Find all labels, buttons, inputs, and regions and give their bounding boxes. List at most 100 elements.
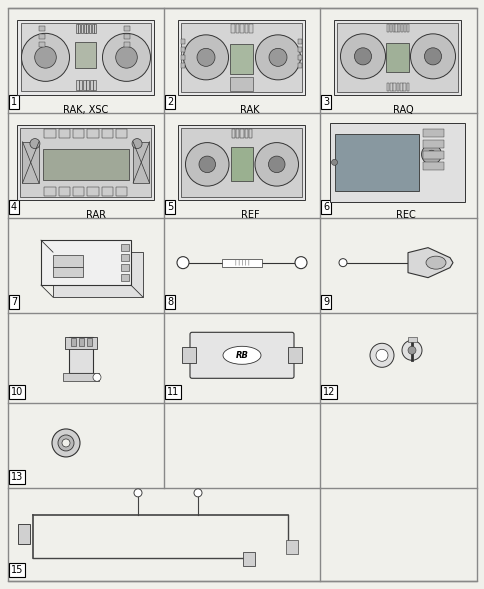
Circle shape	[21, 34, 69, 81]
Bar	[121, 264, 129, 271]
Text: 13: 13	[11, 472, 23, 482]
Bar	[93, 80, 96, 91]
Circle shape	[338, 259, 346, 267]
Bar	[231, 129, 234, 138]
Bar	[287, 348, 302, 363]
Circle shape	[197, 48, 214, 67]
Bar	[337, 23, 457, 92]
Polygon shape	[407, 247, 452, 277]
Circle shape	[35, 47, 56, 68]
Text: 8: 8	[166, 297, 173, 307]
Ellipse shape	[223, 346, 260, 365]
Bar	[78, 24, 80, 33]
Bar	[53, 254, 83, 267]
Text: 4: 4	[11, 202, 17, 212]
Bar	[76, 42, 96, 68]
Bar	[335, 134, 418, 191]
Bar	[18, 524, 30, 544]
Bar	[76, 24, 78, 33]
Bar	[116, 187, 127, 196]
Bar	[86, 24, 88, 33]
Circle shape	[177, 257, 189, 269]
Bar	[21, 24, 151, 91]
Text: REC: REC	[395, 210, 415, 220]
Bar	[59, 129, 70, 138]
Bar	[121, 254, 129, 261]
Bar	[43, 148, 129, 180]
Bar	[41, 240, 131, 285]
Circle shape	[30, 138, 40, 148]
Circle shape	[116, 47, 137, 68]
Bar	[222, 259, 261, 267]
Bar	[91, 24, 93, 33]
Circle shape	[407, 346, 415, 355]
Bar	[389, 24, 391, 32]
Circle shape	[183, 35, 228, 80]
Circle shape	[269, 48, 287, 67]
Bar	[39, 42, 45, 47]
Bar	[286, 540, 297, 554]
Text: RAK: RAK	[240, 105, 259, 115]
Bar	[71, 338, 76, 346]
Bar	[39, 34, 45, 39]
Text: 1: 1	[11, 97, 17, 107]
Bar	[298, 62, 302, 68]
Bar	[121, 244, 129, 251]
Text: RAK, XSC: RAK, XSC	[63, 105, 108, 115]
Circle shape	[185, 143, 228, 186]
Bar	[397, 24, 400, 32]
Bar	[133, 142, 149, 183]
Bar	[244, 129, 247, 138]
Ellipse shape	[425, 256, 445, 269]
Bar	[89, 24, 91, 33]
Bar	[17, 125, 154, 200]
Bar	[230, 147, 253, 181]
Circle shape	[424, 48, 440, 65]
Bar	[81, 24, 83, 33]
Bar	[53, 252, 143, 297]
Circle shape	[62, 439, 70, 447]
Bar	[116, 129, 127, 138]
Circle shape	[58, 435, 74, 451]
Bar	[73, 187, 84, 196]
Bar	[240, 129, 243, 138]
Text: RAQ: RAQ	[392, 105, 412, 115]
Text: | | | | |: | | | | |	[234, 260, 249, 266]
Bar	[63, 373, 99, 381]
Bar	[386, 43, 408, 72]
Bar	[394, 24, 397, 32]
Circle shape	[255, 143, 298, 186]
Text: 12: 12	[322, 387, 334, 397]
Circle shape	[354, 48, 371, 65]
Bar	[94, 24, 96, 33]
Bar	[403, 24, 406, 32]
Bar	[90, 80, 92, 91]
Bar	[76, 80, 78, 91]
Bar	[44, 187, 56, 196]
Bar	[17, 20, 154, 95]
Circle shape	[331, 160, 337, 166]
Bar	[124, 27, 130, 31]
Bar	[230, 77, 253, 91]
Bar	[230, 24, 234, 33]
Bar	[59, 187, 70, 196]
Circle shape	[93, 373, 101, 381]
Bar	[178, 125, 305, 200]
Bar	[396, 82, 398, 91]
Circle shape	[421, 144, 440, 164]
Bar	[298, 55, 302, 59]
Bar	[334, 20, 461, 95]
Bar	[406, 82, 408, 91]
Circle shape	[102, 34, 150, 81]
Circle shape	[134, 489, 142, 497]
Text: REF: REF	[240, 210, 259, 220]
Circle shape	[255, 35, 300, 80]
Bar	[330, 123, 465, 202]
Bar	[240, 24, 243, 33]
Bar	[298, 39, 302, 44]
Bar	[102, 129, 113, 138]
Bar	[242, 552, 255, 566]
Bar	[181, 128, 302, 197]
Bar	[249, 24, 252, 33]
Bar	[423, 151, 443, 159]
